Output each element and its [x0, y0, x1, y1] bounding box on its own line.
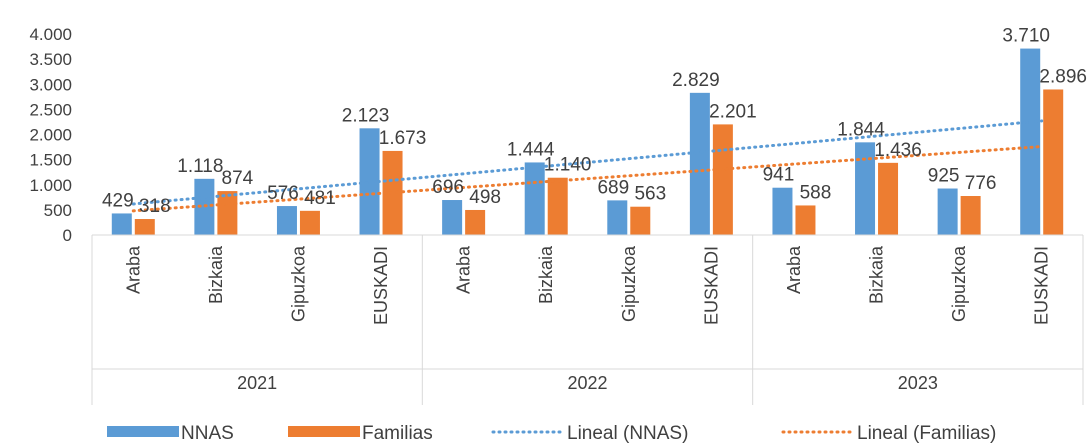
- data-label-nnas: 429: [102, 190, 134, 211]
- data-label-familias: 1.140: [544, 155, 592, 176]
- category-label: Bizkaia: [206, 245, 226, 304]
- bar-familias: [960, 196, 981, 235]
- data-label-familias: 2.896: [1039, 66, 1087, 87]
- bar-nnas: [276, 206, 297, 235]
- data-label-familias: 588: [800, 182, 832, 203]
- trendline-familias: [131, 145, 1044, 213]
- bar-nnas: [111, 213, 132, 235]
- bar-nnas: [855, 142, 876, 235]
- y-tick-label: 1.000: [29, 176, 72, 195]
- bar-nnas: [524, 162, 545, 235]
- data-label-familias: 498: [469, 187, 501, 208]
- bar-familias: [630, 206, 651, 235]
- category-label: Gipuzkoa: [949, 245, 969, 322]
- legend-label: Lineal (NNAS): [567, 423, 688, 443]
- data-label-nnas: 576: [267, 183, 299, 204]
- data-label-familias: 481: [304, 188, 336, 209]
- data-label-nnas: 696: [432, 177, 464, 198]
- legend-swatch: [107, 426, 179, 437]
- bar-nnas: [772, 187, 793, 235]
- legend-swatch: [288, 426, 360, 437]
- data-label-familias: 2.201: [709, 101, 757, 122]
- category-label: Araba: [454, 245, 474, 294]
- data-label-nnas: 2.829: [672, 70, 720, 91]
- y-tick-label: 2.000: [29, 126, 72, 145]
- data-label-familias: 874: [222, 168, 254, 189]
- data-label-nnas: 1.444: [507, 139, 555, 160]
- data-label-nnas: 1.844: [837, 119, 885, 140]
- legend: NNAS Familias Lineal (NNAS) Lineal (Familia…: [107, 423, 996, 443]
- legend-label: Familias: [362, 423, 433, 443]
- category-label: Gipuzkoa: [288, 245, 308, 322]
- bar-familias: [465, 209, 486, 235]
- bar-familias: [712, 124, 733, 235]
- data-labels: 429 1.118 576 2.123 696 1.444 689 2.829 941 1.844…: [102, 26, 1087, 217]
- bar-nnas: [607, 200, 628, 235]
- bar-familias: [1043, 89, 1064, 235]
- y-tick-label: 0: [63, 226, 72, 245]
- x-axis: Araba Bizkaia Gipuzkoa EUSKADI 2021 Araba Bizk…: [91, 234, 1084, 405]
- group-label: 2021: [237, 373, 277, 393]
- category-label: Gipuzkoa: [619, 245, 639, 322]
- category-label: EUSKADI: [701, 246, 721, 325]
- bar-nnas: [359, 128, 380, 235]
- bar-nnas: [1020, 48, 1041, 236]
- data-label-nnas: 689: [597, 177, 629, 198]
- category-label: Araba: [123, 245, 143, 294]
- legend-label: NNAS: [181, 423, 234, 443]
- data-label-familias: 1.436: [874, 140, 922, 161]
- y-tick-label: 3.000: [29, 75, 72, 94]
- y-tick-label: 500: [44, 201, 72, 220]
- bar-familias: [134, 219, 155, 235]
- bar-familias: [878, 162, 899, 235]
- legend-label: Lineal (Familias): [857, 423, 996, 443]
- y-axis: 0 500 1.000 1.500 2.000 2.500 3.000 3.500 4.000: [29, 25, 72, 245]
- group-label: 2022: [567, 373, 607, 393]
- y-tick-label: 2.500: [29, 100, 72, 119]
- data-label-familias: 318: [139, 196, 171, 217]
- data-label-familias: 1.673: [379, 128, 427, 149]
- category-label: Bizkaia: [536, 245, 556, 304]
- y-tick-label: 3.500: [29, 50, 72, 69]
- data-label-familias: 563: [634, 184, 666, 205]
- data-label-nnas: 2.123: [342, 105, 390, 126]
- data-label-nnas: 1.118: [177, 156, 223, 177]
- bar-familias: [217, 191, 238, 235]
- data-label-familias: 776: [965, 173, 997, 194]
- bars: [111, 48, 1064, 236]
- group-label: 2023: [898, 373, 938, 393]
- trendline-nnas: [131, 119, 1044, 206]
- bar-familias: [299, 210, 320, 235]
- data-label-nnas: 925: [928, 166, 960, 187]
- y-tick-label: 1.500: [29, 151, 72, 170]
- bar-nnas: [937, 188, 958, 235]
- bar-familias: [547, 177, 568, 235]
- trendlines: [131, 119, 1044, 213]
- category-label: EUSKADI: [1032, 246, 1052, 325]
- y-tick-label: 4.000: [29, 25, 72, 44]
- bar-nnas: [442, 200, 463, 235]
- bar-familias: [795, 205, 816, 235]
- data-label-nnas: 3.710: [1002, 26, 1050, 47]
- bar-nnas: [689, 92, 710, 236]
- category-label: EUSKADI: [371, 246, 391, 325]
- category-label: Bizkaia: [867, 245, 887, 304]
- category-label: Araba: [784, 245, 804, 294]
- data-label-nnas: 941: [763, 165, 795, 186]
